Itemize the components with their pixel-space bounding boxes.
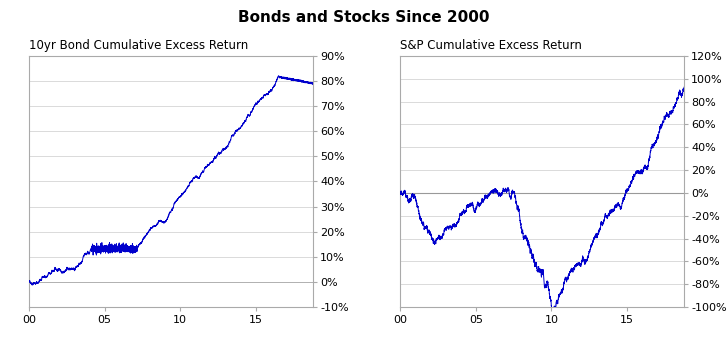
Text: S&P Cumulative Excess Return: S&P Cumulative Excess Return <box>400 39 582 52</box>
Text: Bonds and Stocks Since 2000: Bonds and Stocks Since 2000 <box>238 10 490 25</box>
Text: 10yr Bond Cumulative Excess Return: 10yr Bond Cumulative Excess Return <box>29 39 248 52</box>
